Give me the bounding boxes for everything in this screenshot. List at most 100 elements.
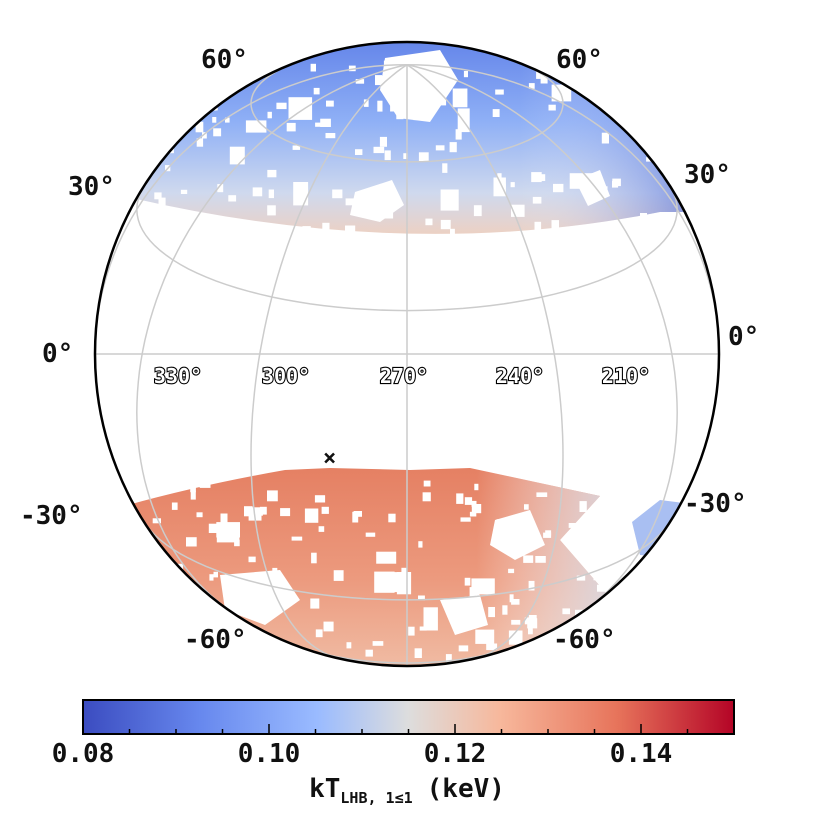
masked-pixel [508, 630, 523, 645]
meridian-line [406, 63, 719, 365]
masked-pixel [208, 523, 220, 533]
masked-pixel [591, 507, 602, 513]
masked-pixel [419, 626, 427, 631]
masked-pixel [288, 97, 313, 120]
masked-pixel [150, 138, 157, 145]
masked-pixel [213, 571, 218, 578]
longitude-label: 300° [262, 364, 310, 388]
masked-pixel [167, 128, 179, 136]
masked-pixel [271, 657, 279, 666]
masked-pixel [497, 173, 502, 181]
graticule-grid [95, 61, 719, 666]
masked-pixel [637, 93, 643, 101]
masked-pixel [186, 537, 197, 547]
masked-pixel [534, 221, 542, 233]
masked-pixel [373, 146, 385, 154]
masked-pixel [365, 532, 376, 537]
masked-pixel [180, 189, 188, 194]
masked-pixel [379, 136, 387, 147]
masked-pixel [414, 648, 422, 658]
masked-pixel [195, 233, 204, 241]
masked-pixel [320, 118, 331, 127]
masked-pixel [384, 150, 391, 161]
masked-pixel [588, 617, 599, 623]
masked-pixel [579, 501, 587, 512]
masked-pixel [464, 497, 473, 505]
masked-pixel [192, 72, 197, 83]
masked-pixel [196, 512, 203, 518]
masked-pixel [511, 619, 521, 625]
masked-pixel [456, 493, 464, 504]
masked-pixel [315, 122, 323, 127]
masked-pixel [612, 180, 619, 188]
masked-pixel [422, 492, 431, 502]
masked-pixel [171, 502, 178, 510]
masked-pixel [562, 608, 570, 615]
masked-pixel [449, 142, 457, 153]
masked-pixel [304, 508, 319, 523]
colorbar-tick-label: 0.12 [424, 739, 487, 769]
masked-pixel [450, 228, 455, 238]
masked-pixel [264, 635, 271, 640]
masked-pixel [321, 506, 329, 514]
masked-pixel [471, 504, 482, 514]
masked-pixel [403, 153, 408, 159]
masked-pixel [640, 213, 647, 222]
masked-pixel [440, 189, 459, 211]
masked-pixel [153, 589, 164, 598]
masked-pixel [190, 213, 198, 222]
masked-pixel [597, 584, 608, 592]
masked-pixel [185, 586, 190, 592]
masked-pixel [293, 182, 309, 206]
masked-pixel [332, 189, 343, 199]
masked-pixel [375, 75, 383, 86]
masked-pixel [384, 572, 407, 593]
masked-pixel [579, 234, 585, 239]
masked-pixel [252, 187, 263, 197]
masked-pixel [193, 96, 204, 104]
meridian-line [136, 63, 408, 619]
masked-pixel [568, 523, 577, 528]
southern-masked-pixels [143, 480, 621, 666]
masked-pixel [323, 621, 334, 632]
masked-pixel [495, 89, 504, 95]
masked-pixel [553, 183, 564, 193]
colorbar-title-unit: (keV) [427, 774, 505, 804]
lat-label-0-right: 0° [728, 322, 759, 352]
masked-pixel [528, 580, 535, 591]
masked-pixel [314, 495, 326, 503]
masked-pixel [425, 218, 433, 226]
masked-pixel [536, 71, 541, 79]
masked-pixel [455, 129, 462, 140]
masked-pixel [168, 639, 178, 648]
masked-pixel [311, 552, 317, 564]
masked-pixel [325, 133, 336, 139]
masked-pixel [528, 83, 535, 89]
masked-pixel [248, 556, 256, 563]
masked-pixel [440, 219, 451, 230]
masked-pixel [244, 506, 253, 517]
masked-pixel [388, 233, 393, 240]
masked-pixel [418, 541, 423, 548]
masked-pixel [191, 63, 197, 68]
masked-pixel [199, 482, 211, 488]
masked-pixel [452, 88, 468, 108]
masked-pixel [460, 517, 471, 522]
masked-pixel [348, 65, 356, 72]
masked-pixel [156, 629, 166, 641]
masked-pixel [322, 222, 330, 232]
masked-pixel [292, 145, 301, 150]
masked-pixel [193, 88, 204, 97]
lat-label-0-left: 0° [42, 339, 73, 369]
colorbar-title: kTLHB, 1≤1 (keV) [309, 774, 505, 807]
masked-pixel [471, 578, 495, 595]
masked-pixel [423, 607, 438, 631]
masked-pixel [418, 152, 429, 162]
meridian-line [250, 64, 408, 661]
masked-pixel [372, 641, 384, 646]
masked-pixel [228, 195, 237, 202]
masked-pixel [252, 643, 259, 655]
masked-region [575, 170, 610, 206]
meridian-line [406, 64, 564, 661]
masked-pixel [458, 645, 469, 652]
